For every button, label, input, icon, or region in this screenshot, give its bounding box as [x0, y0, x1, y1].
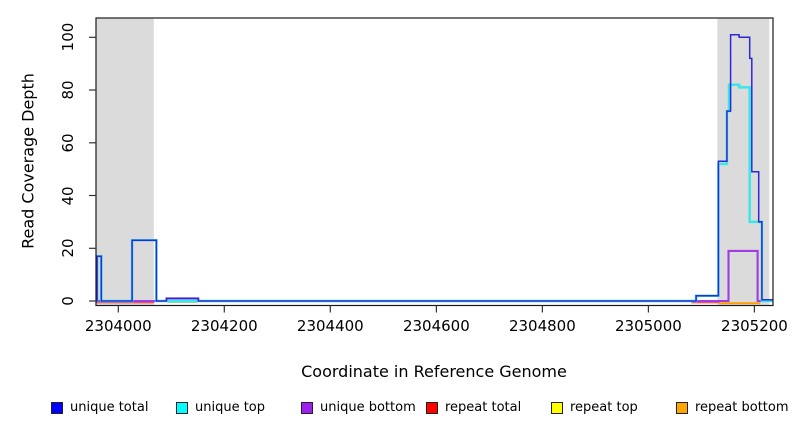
series-unique-bottom: [96, 249, 773, 303]
x-tick-label: 2305200: [721, 317, 788, 335]
y-tick-label: 0: [59, 296, 77, 306]
y-tick-label: 40: [59, 185, 77, 206]
legend-item-repeat-bottom: repeat bottom: [676, 400, 789, 415]
y-tick-label: 20: [59, 238, 77, 258]
legend-label: unique top: [195, 400, 266, 415]
legend-item-unique-bottom: unique bottom: [301, 400, 416, 415]
legend-swatch-repeat-top: [551, 401, 563, 414]
legend-swatch-unique-total: [51, 401, 63, 414]
x-tick-label: 2304800: [508, 317, 576, 335]
legend-label: repeat bottom: [695, 400, 789, 415]
y-tick-label: 80: [59, 80, 77, 100]
legend-item-repeat-top: repeat top: [551, 400, 638, 415]
legend-swatch-unique-top: [176, 401, 188, 414]
x-tick-labels: 2304000 2304200 2304400 2304600 2304800 23050…: [0, 317, 792, 335]
series-unique-top: [96, 83, 773, 303]
legend-swatch-repeat-bottom: [676, 401, 688, 414]
x-tick-label: 2304600: [402, 317, 470, 335]
x-axis-label: Coordinate in Reference Genome: [301, 362, 567, 381]
y-tick-labels: 0 20 40 60 80 100: [0, 0, 90, 340]
y-tick-label: 60: [59, 133, 77, 153]
legend-item-unique-total: unique total: [51, 400, 148, 415]
legend: unique total unique top unique bottom repea…: [0, 400, 792, 422]
legend-swatch-unique-bottom: [301, 401, 313, 414]
legend-swatch-repeat-total: [426, 401, 438, 414]
legend-label: repeat top: [570, 400, 638, 415]
shaded-region-0: [96, 18, 154, 305]
legend-item-repeat-total: repeat total: [426, 400, 521, 415]
legend-item-unique-top: unique top: [176, 400, 265, 415]
x-tick-label: 2304200: [190, 317, 258, 335]
x-tick-label: 2304400: [296, 317, 364, 335]
legend-label: unique bottom: [320, 400, 416, 415]
legend-label: unique total: [70, 400, 149, 415]
legend-label: repeat total: [445, 400, 522, 415]
y-tick-label: 100: [59, 22, 77, 52]
series-unique-total: [96, 33, 773, 302]
x-tick-label: 2305000: [615, 317, 682, 335]
plot-border: [95, 17, 774, 307]
x-tick-label: 2304000: [84, 317, 152, 335]
